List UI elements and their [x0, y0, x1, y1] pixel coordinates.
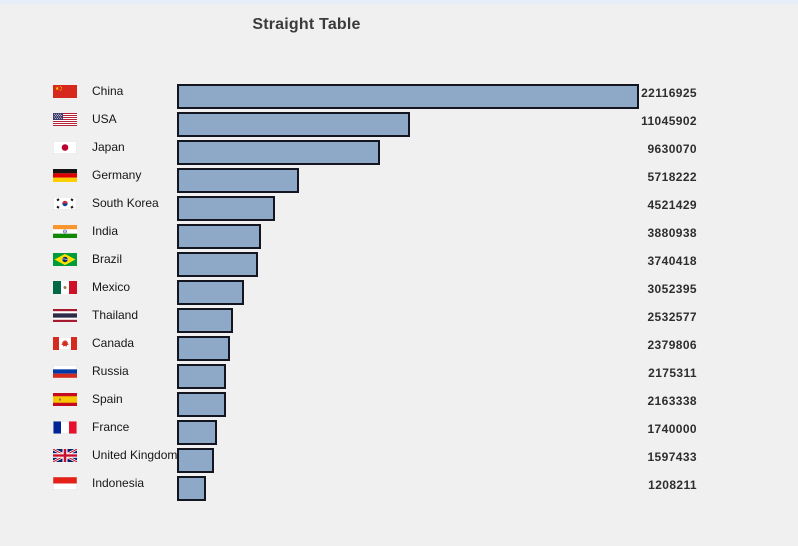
table-row: France 1740000 [0, 420, 798, 448]
table-row: Spain 2163338 [0, 392, 798, 420]
value-bar[interactable] [177, 112, 410, 137]
canada-flag-icon [53, 337, 77, 350]
table-row: Germany 5718222 [0, 168, 798, 196]
table-row: United Kingdom 1597433 [0, 448, 798, 476]
china-flag-icon [53, 85, 77, 98]
france-flag-icon [53, 421, 77, 434]
spain-flag-icon [53, 393, 77, 406]
value-label: 22116925 [641, 86, 697, 100]
value-label: 1208211 [648, 478, 697, 492]
mexico-flag-icon [53, 281, 77, 294]
table-row: Brazil 3740418 [0, 252, 798, 280]
value-bar[interactable] [177, 420, 217, 445]
value-label: 4521429 [647, 198, 697, 212]
value-label: 2379806 [647, 338, 697, 352]
value-bar[interactable] [177, 392, 226, 417]
russia-flag-icon [53, 365, 77, 378]
brazil-flag-icon [53, 253, 77, 266]
table-row: China 22116925 [0, 84, 798, 112]
south-korea-flag-icon [53, 197, 77, 210]
table-row: Thailand 2532577 [0, 308, 798, 336]
value-label: 2532577 [647, 310, 697, 324]
country-label: China [92, 84, 124, 98]
country-label: India [92, 224, 119, 238]
value-bar[interactable] [177, 224, 261, 249]
germany-flag-icon [53, 169, 77, 182]
value-label: 1740000 [647, 422, 697, 436]
table-row: Russia 2175311 [0, 364, 798, 392]
india-flag-icon [53, 225, 77, 238]
country-label: USA [92, 112, 117, 126]
value-bar[interactable] [177, 448, 214, 473]
value-label: 5718222 [647, 170, 697, 184]
indonesia-flag-icon [53, 477, 77, 490]
table-row: Japan 9630070 [0, 140, 798, 168]
value-bar[interactable] [177, 336, 230, 361]
value-label: 1597433 [647, 450, 697, 464]
value-label: 3880938 [647, 226, 697, 240]
top-strip [0, 0, 798, 4]
value-label: 2163338 [647, 394, 697, 408]
table-row: India 3880938 [0, 224, 798, 252]
value-label: 9630070 [647, 142, 697, 156]
value-bar[interactable] [177, 476, 206, 501]
uk-flag-icon [53, 449, 77, 462]
country-label: Thailand [92, 308, 139, 322]
country-label: Spain [92, 392, 123, 406]
country-label: Japan [92, 140, 125, 154]
value-bar[interactable] [177, 280, 244, 305]
value-bar[interactable] [177, 364, 226, 389]
table-row: USA 11045902 [0, 112, 798, 140]
country-label: Indonesia [92, 476, 145, 490]
country-label: South Korea [92, 196, 159, 210]
table-row: Canada 2379806 [0, 336, 798, 364]
table-row: Indonesia 1208211 [0, 476, 798, 504]
country-label: Germany [92, 168, 142, 182]
country-label: Brazil [92, 252, 123, 266]
value-label: 3052395 [647, 282, 697, 296]
country-label: Russia [92, 364, 129, 378]
value-bar[interactable] [177, 84, 639, 109]
value-bar[interactable] [177, 196, 275, 221]
value-label: 2175311 [648, 366, 697, 380]
value-bar[interactable] [177, 252, 258, 277]
chart-title: Straight Table [252, 16, 361, 33]
value-label: 3740418 [647, 254, 697, 268]
country-label: France [92, 420, 130, 434]
table-row: Mexico 3052395 [0, 280, 798, 308]
value-bar[interactable] [177, 140, 380, 165]
thailand-flag-icon [53, 309, 77, 322]
country-label: Mexico [92, 280, 131, 294]
japan-flag-icon [53, 141, 77, 154]
country-label: Canada [92, 336, 135, 350]
country-label: United Kingdom [92, 448, 178, 462]
usa-flag-icon [53, 113, 77, 126]
table-row: South Korea 4521429 [0, 196, 798, 224]
value-bar[interactable] [177, 308, 233, 333]
value-label: 11045902 [641, 114, 697, 128]
value-bar[interactable] [177, 168, 299, 193]
